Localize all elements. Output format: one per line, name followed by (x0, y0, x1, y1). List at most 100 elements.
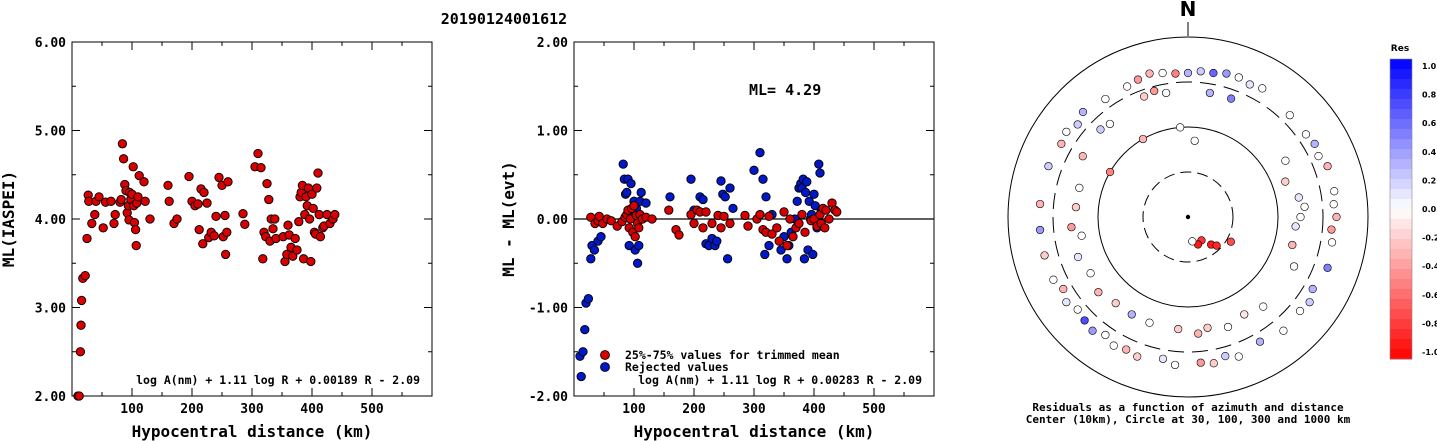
ml-point (262, 178, 272, 189)
rejected-point (808, 249, 818, 260)
ml-point (130, 224, 141, 235)
y-tick-label: -2.00 (529, 390, 568, 405)
colorbar-cell (1390, 59, 1412, 70)
accepted-point (785, 214, 795, 224)
rejected-point (596, 232, 606, 242)
x-tick-label: 200 (180, 402, 204, 417)
ml-point (76, 320, 86, 330)
colorbar-cell (1390, 309, 1412, 320)
ml-point (140, 196, 150, 206)
ml-point (315, 232, 326, 242)
ml-point (314, 209, 324, 220)
ml-point (294, 217, 304, 227)
station-residual (1295, 306, 1305, 316)
station-residual (1077, 231, 1086, 240)
panel1-xlabel: Hypocentral distance (km) (132, 422, 373, 441)
ml-point (223, 177, 233, 187)
rejected-point (626, 178, 636, 189)
station-residual (1300, 202, 1309, 211)
ml-point (220, 210, 230, 221)
colorbar-cell (1390, 239, 1412, 250)
rejected-point (712, 236, 722, 246)
colorbar-cell (1390, 69, 1412, 80)
rejected-point (634, 240, 644, 251)
ml-point (117, 139, 128, 149)
accepted-point (634, 223, 644, 233)
accepted-point (664, 205, 674, 215)
accepted-point (689, 218, 699, 229)
station-residual (1145, 318, 1154, 327)
accepted-point (701, 207, 711, 217)
ml-point (307, 189, 317, 199)
ml-point (82, 233, 92, 244)
panel1-formula: log A(nm) + 1.11 log R + 0.00189 R - 2.0… (136, 373, 420, 387)
azimuth-residual-panel: N Residuals as a function of azimuth and… (1007, 0, 1369, 426)
station-residual (1281, 177, 1290, 186)
station-residual (1226, 94, 1236, 103)
station-residual (1096, 125, 1105, 134)
ml-point (110, 209, 120, 220)
ml-point (198, 239, 208, 249)
accepted-point (674, 230, 684, 240)
rejected-point (586, 254, 596, 264)
accepted-point (716, 223, 726, 233)
rejected-point (618, 159, 628, 169)
legend-label-rejected: Rejected values (625, 360, 729, 374)
figure-title: 20190124001612 (441, 10, 567, 28)
accepted-point (606, 216, 616, 226)
rejected-point (802, 177, 812, 187)
accepted-point (782, 240, 792, 251)
colorbar-cell (1390, 149, 1412, 160)
x-tick-label: 100 (622, 402, 646, 417)
colorbar-cell (1390, 129, 1412, 140)
station-residual (1209, 359, 1218, 368)
ml-residual-panel: -2.00 -1.00 0.00 1.00 2.00 100 200 300 400 500 ML… (499, 36, 935, 441)
colorbar-cell (1390, 219, 1412, 230)
rejected-point (641, 198, 651, 208)
ml-point (116, 194, 126, 205)
ml-point (80, 270, 90, 281)
rejected-point (760, 249, 770, 260)
ml-iaspei-panel: 2.00 3.00 4.00 5.00 6.00 100 200 300 400 500 log … (0, 36, 433, 441)
ml-point (304, 214, 315, 224)
ml-point (292, 245, 302, 255)
rejected-point (580, 324, 590, 335)
circle-30km (1142, 171, 1234, 263)
rejected-point (809, 189, 819, 199)
rejected-point (799, 254, 810, 264)
station-residual (1291, 222, 1300, 231)
station-residual (1067, 223, 1076, 232)
station-residual (1188, 237, 1197, 246)
colorbar-cell (1390, 289, 1412, 300)
polar-caption-line2: Center (10km), Circle at 30, 100, 300 an… (1026, 413, 1351, 426)
station-residual (1245, 80, 1254, 89)
station-residual (1111, 299, 1120, 308)
y-tick-label: 3.00 (35, 302, 66, 317)
ml-point (76, 295, 87, 306)
station-residual (1158, 68, 1167, 78)
ml-point (87, 218, 97, 229)
station-residual (1075, 183, 1084, 192)
rejected-point (758, 174, 768, 184)
rejected-point (792, 196, 802, 206)
station-residual (1209, 68, 1218, 78)
legend-label-accepted: 25%-75% values for trimmed mean (625, 348, 840, 362)
station-residual (1255, 337, 1265, 346)
colorbar-tick-label: 0.6 (1422, 119, 1437, 128)
colorbar-cell (1390, 269, 1412, 280)
ml-point (164, 196, 174, 206)
station-residual (1234, 73, 1243, 82)
station-residual (1240, 310, 1249, 319)
ml-point (258, 254, 268, 264)
accepted-point (821, 205, 831, 215)
station-residual (1221, 351, 1230, 361)
rejected-point (665, 192, 675, 202)
ml-point (222, 227, 232, 237)
station-residual (1078, 107, 1088, 117)
station-residual (1329, 200, 1338, 209)
station-residual (1140, 92, 1149, 101)
station-residual (1158, 354, 1168, 363)
y-tick-label: 0.00 (537, 213, 568, 228)
station-residual (1073, 305, 1082, 314)
